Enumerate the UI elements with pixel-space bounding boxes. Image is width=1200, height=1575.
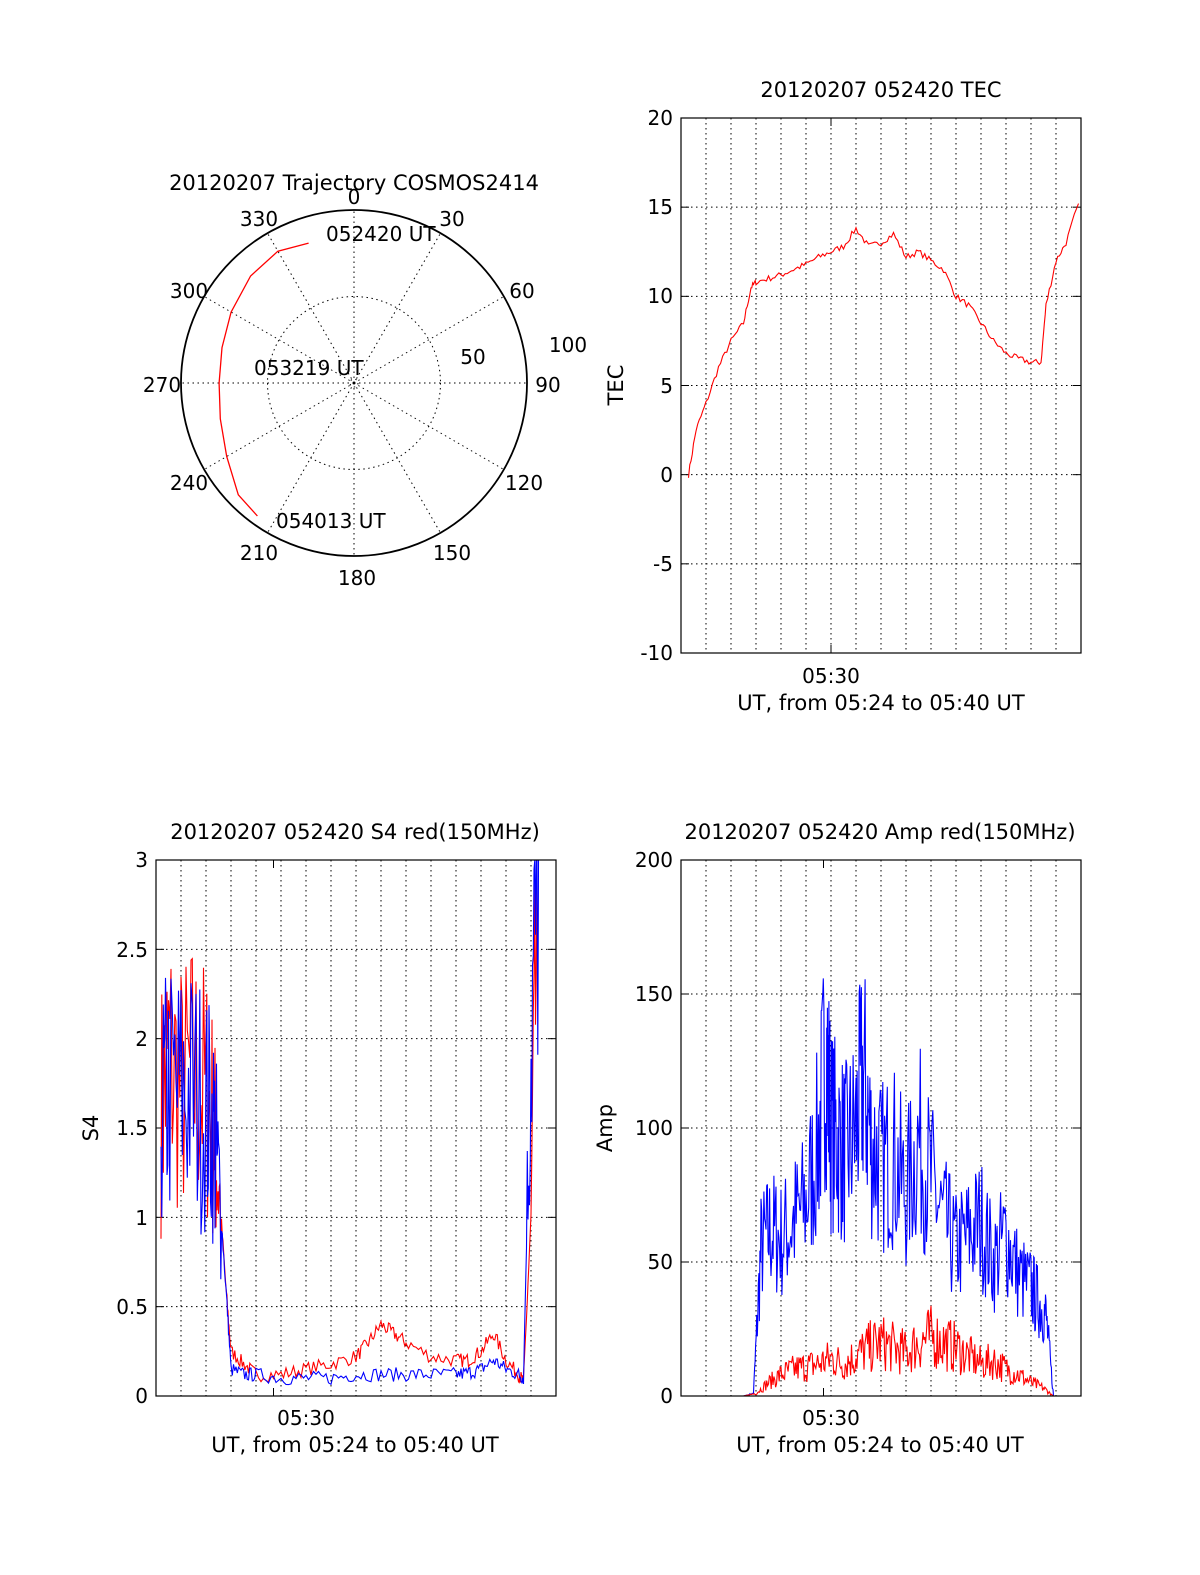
polar-spoke xyxy=(267,382,355,534)
ring-label-100: 100 xyxy=(549,333,587,357)
amp-plot: 20120207 052420 Amp red(150MHz) 0 50 100… xyxy=(593,820,1082,1457)
azimuth-label-300: 300 xyxy=(170,279,208,303)
tec-ytick-label: 15 xyxy=(648,195,673,219)
s4-x-axis-label: UT, from 05:24 to 05:40 UT xyxy=(211,1433,499,1457)
amp-ytick-label: 150 xyxy=(635,982,673,1006)
tec-y-axis-label: TEC xyxy=(604,365,628,407)
amp-ytick-label: 50 xyxy=(648,1250,673,1274)
azimuth-label-90: 90 xyxy=(535,373,560,397)
s4-plot: 20120207 052420 S4 red(150MHz) 0 0.5 1 1… xyxy=(79,820,557,1457)
s4-plot-frame xyxy=(155,859,557,1397)
tec-ytick-label: 0 xyxy=(660,463,673,487)
s4-xtick-label: 05:30 xyxy=(277,1406,335,1430)
amp-series-marks xyxy=(681,978,1081,1397)
amp-xtick-label: 05:30 xyxy=(802,1406,860,1430)
azimuth-label-210: 210 xyxy=(240,541,278,565)
tec-series-marks xyxy=(687,203,1080,478)
amp-ytick-label: 100 xyxy=(635,1116,673,1140)
azimuth-label-150: 150 xyxy=(433,541,471,565)
polar-spoke xyxy=(203,382,355,470)
s4-ytick-label: 1.5 xyxy=(116,1116,148,1140)
s4-ytick-label: 2 xyxy=(135,1027,148,1051)
tec-plot-frame xyxy=(680,117,1082,654)
amp-ytick-label: 200 xyxy=(635,848,673,872)
polar-azimuth-labels: 0 30 60 90 120 150 180 210 240 270 300 3… xyxy=(143,185,587,590)
tec-series-line xyxy=(687,203,1080,478)
amp-y-axis-label: Amp xyxy=(593,1104,617,1152)
s4-series-line xyxy=(160,859,539,1384)
s4-ytick-label: 3 xyxy=(135,848,148,872)
amp-series-line xyxy=(681,978,1081,1397)
annotation-end-time: 054013 UT xyxy=(276,509,386,533)
azimuth-label-30: 30 xyxy=(439,207,464,231)
polar-outer-circle xyxy=(180,209,528,557)
tec-ytick-label: -10 xyxy=(640,641,673,665)
s4-ytick-label: 0 xyxy=(135,1384,148,1408)
amp-title: 20120207 052420 Amp red(150MHz) xyxy=(684,820,1075,844)
ring-label-50: 50 xyxy=(460,345,485,369)
azimuth-label-240: 240 xyxy=(170,471,208,495)
amp-x-axis-label: UT, from 05:24 to 05:40 UT xyxy=(736,1433,1024,1457)
s4-tick-marks xyxy=(156,859,556,1397)
s4-y-tick-labels: 0 0.5 1 1.5 2 2.5 3 xyxy=(116,848,148,1408)
s4-y-axis-label: S4 xyxy=(79,1115,103,1142)
tec-ytick-label: -5 xyxy=(653,552,673,576)
azimuth-label-330: 330 xyxy=(240,207,278,231)
azimuth-label-60: 60 xyxy=(509,279,534,303)
s4-ytick-label: 0.5 xyxy=(116,1295,148,1319)
tec-xtick-label: 05:30 xyxy=(802,664,860,688)
tec-x-axis-label: UT, from 05:24 to 05:40 UT xyxy=(737,691,1025,715)
polar-trajectory-plot: 20120207 Trajectory COSMOS2414 0 30 60 9… xyxy=(143,171,587,590)
polar-spoke xyxy=(353,296,505,384)
annotation-start-time: 052420 UT xyxy=(326,222,436,246)
tec-title: 20120207 052420 TEC xyxy=(760,78,1001,102)
annotation-mid-time: 053219 UT xyxy=(254,356,364,380)
tec-ytick-label: 20 xyxy=(648,106,673,130)
amp-y-tick-labels: 0 50 100 150 200 xyxy=(635,848,673,1408)
amp-ytick-label: 0 xyxy=(660,1384,673,1408)
s4-ytick-label: 1 xyxy=(135,1206,148,1230)
s4-title: 20120207 052420 S4 red(150MHz) xyxy=(170,820,540,844)
polar-spoke xyxy=(267,232,355,384)
trajectory-track xyxy=(218,242,309,517)
azimuth-label-270: 270 xyxy=(143,373,181,397)
azimuth-label-180: 180 xyxy=(338,566,376,590)
polar-spoke xyxy=(353,232,441,384)
polar-center-mark xyxy=(349,378,359,388)
amp-grid xyxy=(681,859,1081,1397)
tec-ytick-label: 5 xyxy=(660,374,673,398)
tec-ytick-label: 10 xyxy=(648,284,673,308)
polar-spoke xyxy=(353,382,505,470)
s4-series-line xyxy=(160,859,540,1386)
polar-spoke xyxy=(353,382,441,534)
s4-series-marks xyxy=(160,859,540,1386)
polar-spoke xyxy=(203,296,355,384)
s4-ytick-label: 2.5 xyxy=(116,938,148,962)
tec-plot: 20120207 052420 TEC -10 -5 0 5 10 15 20 … xyxy=(604,78,1082,715)
tec-y-tick-labels: -10 -5 0 5 10 15 20 xyxy=(640,106,673,665)
polar-grid xyxy=(181,210,527,556)
tec-grid xyxy=(681,117,1081,654)
polar-title: 20120207 Trajectory COSMOS2414 xyxy=(169,171,539,195)
amp-series-line xyxy=(681,1305,1081,1397)
amp-plot-frame xyxy=(680,859,1082,1397)
azimuth-label-120: 120 xyxy=(505,471,543,495)
azimuth-label-0: 0 xyxy=(348,185,361,209)
